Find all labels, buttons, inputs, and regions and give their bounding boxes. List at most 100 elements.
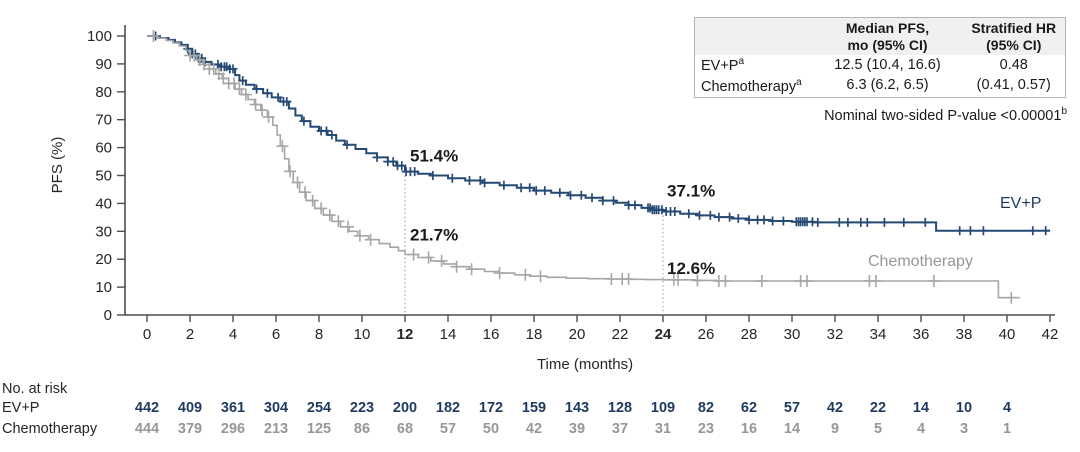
censor-mark xyxy=(622,273,635,285)
y-tick-label: 80 xyxy=(95,84,112,101)
series-label-chemo: Chemotherapy xyxy=(868,253,973,270)
y-tick-label: 20 xyxy=(95,251,112,268)
censor-mark xyxy=(598,196,608,206)
x-tick-label: 40 xyxy=(999,326,1016,343)
censor-mark xyxy=(927,275,940,287)
censor-mark xyxy=(605,273,618,285)
censor-mark xyxy=(228,64,238,74)
censor-mark xyxy=(691,274,704,287)
censor-mark xyxy=(899,217,909,227)
risk-count: 444 xyxy=(134,421,160,437)
censor-mark xyxy=(217,72,230,85)
y-tick-label: 40 xyxy=(95,195,112,212)
x-axis-title: Time (months) xyxy=(537,356,633,373)
censor-mark xyxy=(447,173,457,183)
x-tick-label: 24 xyxy=(655,326,672,343)
censor-mark xyxy=(609,196,618,206)
risk-count: 4 xyxy=(1002,400,1012,416)
censor-mark xyxy=(262,110,275,123)
censor-mark xyxy=(879,217,889,227)
censor-mark xyxy=(291,176,304,189)
x-tick-label: 16 xyxy=(483,326,500,343)
censor-mark xyxy=(744,215,754,225)
censor-mark xyxy=(256,104,268,117)
censor-mark xyxy=(576,190,586,200)
censor-mark xyxy=(207,62,220,75)
y-axis-title: PFS (%) xyxy=(49,137,66,194)
risk-row-label: EV+P xyxy=(2,400,40,416)
censor-mark xyxy=(183,44,193,54)
x-tick-label: 8 xyxy=(315,326,323,343)
risk-count: 5 xyxy=(873,421,883,437)
censor-mark xyxy=(978,226,988,236)
censor-mark xyxy=(364,233,377,246)
risk-count: 14 xyxy=(783,421,801,437)
censor-mark xyxy=(228,77,241,90)
risk-count: 57 xyxy=(783,400,801,416)
p-value-text: Nominal two-sided P-value <0.00001 xyxy=(824,107,1062,124)
censor-mark xyxy=(862,217,872,227)
x-tick-label: 2 xyxy=(186,326,194,343)
risk-count: 68 xyxy=(396,421,414,437)
censor-mark xyxy=(813,217,823,227)
x-tick-label: 14 xyxy=(440,326,457,343)
censor-mark xyxy=(233,83,246,95)
censor-mark xyxy=(342,140,352,150)
x-tick-label: 42 xyxy=(1042,326,1059,343)
censor-mark xyxy=(353,229,366,242)
risk-count: 86 xyxy=(353,421,371,437)
risk-count: 9 xyxy=(830,421,840,437)
risk-count: 31 xyxy=(654,421,672,437)
x-tick-label: 12 xyxy=(397,326,414,343)
censor-mark xyxy=(630,200,640,210)
censor-mark xyxy=(407,248,420,261)
censor-mark xyxy=(435,254,448,267)
censor-mark xyxy=(684,209,694,219)
x-tick-label: 28 xyxy=(741,326,758,343)
censor-mark xyxy=(147,30,160,42)
y-tick-label: 50 xyxy=(95,168,112,185)
censor-mark xyxy=(525,183,535,193)
risk-count: 182 xyxy=(435,400,461,416)
censor-mark xyxy=(672,273,684,286)
x-axis: 0 2 4 6 8 10 12 14 16 18 20 22 24 26 28 30 32 34 36 38 40 42T… xyxy=(125,314,1059,373)
risk-count: 82 xyxy=(697,400,715,416)
x-tick-label: 6 xyxy=(272,326,280,343)
risk-count: 42 xyxy=(826,400,844,416)
risk-count: 254 xyxy=(306,400,332,416)
censor-mark xyxy=(725,212,735,222)
censor-mark xyxy=(555,188,565,198)
censor-mark xyxy=(920,217,930,227)
x-tick-label: 22 xyxy=(612,326,629,343)
x-tick-label: 10 xyxy=(354,326,371,343)
p-value-footnote-marker: b xyxy=(1061,106,1067,117)
risk-count: 223 xyxy=(349,400,375,416)
x-tick-label: 34 xyxy=(870,326,887,343)
stats-row: EV+Pa 12.5 (10.4, 16.6) 0.48 xyxy=(695,55,1066,76)
censor-mark xyxy=(397,161,407,171)
stats-row-label: Chemotherapya xyxy=(701,76,802,95)
censor-mark xyxy=(1028,226,1038,236)
stats-table: Median PFS, mo (95% CI) Stratified HR (9… xyxy=(694,17,1066,98)
censor-mark xyxy=(465,263,478,276)
risk-count: 361 xyxy=(220,400,246,416)
y-axis: 0 10 20 30 40 50 60 70 80 90 100 PFS (%) xyxy=(49,25,126,324)
censor-mark xyxy=(566,190,575,200)
p-value-note: Nominal two-sided P-value <0.00001b xyxy=(824,106,1067,124)
censor-mark xyxy=(238,76,248,86)
risk-count: 62 xyxy=(740,400,758,416)
risk-count: 4 xyxy=(916,421,926,437)
risk-count: 143 xyxy=(564,400,590,416)
stats-header-empty xyxy=(694,17,813,55)
stats-row-label: EV+Pa xyxy=(701,55,745,74)
censor-mark xyxy=(531,186,541,196)
risk-count: 296 xyxy=(220,421,246,437)
censor-mark xyxy=(768,216,778,226)
censor-mark xyxy=(801,275,813,287)
censor-mark xyxy=(327,130,337,140)
censor-mark xyxy=(714,212,724,222)
x-tick-label: 0 xyxy=(143,326,151,343)
x-tick-label: 32 xyxy=(827,326,844,343)
